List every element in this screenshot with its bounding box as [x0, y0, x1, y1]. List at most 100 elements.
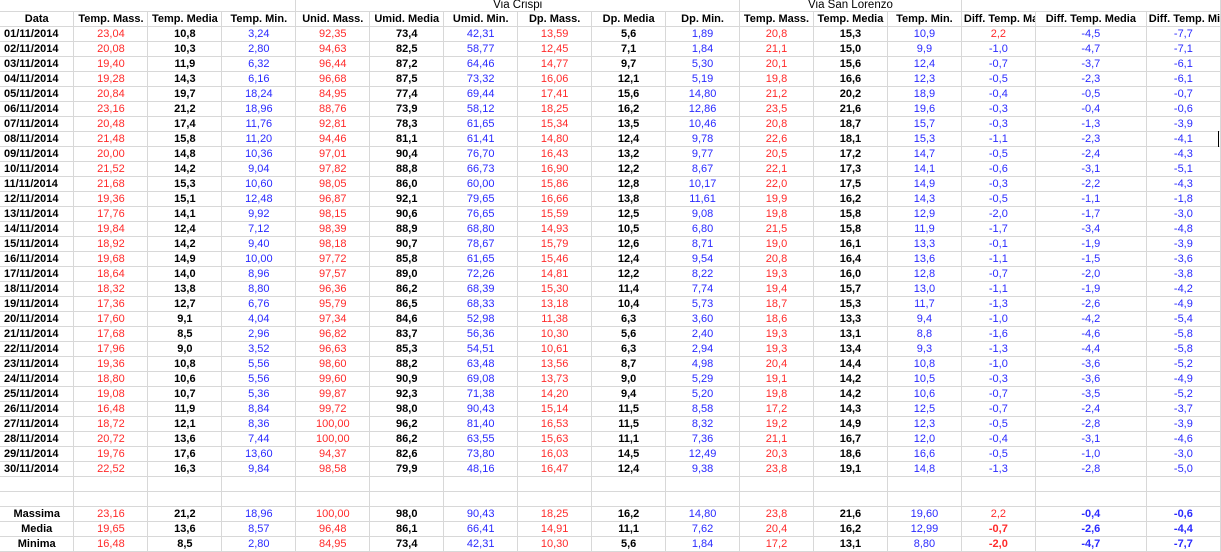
value-cell[interactable]: 14,3 [887, 191, 962, 207]
value-cell[interactable]: 3,24 [221, 26, 297, 42]
value-cell[interactable]: 94,63 [295, 41, 371, 57]
value-cell[interactable]: 15,46 [517, 251, 593, 267]
summary-value[interactable]: 73,4 [369, 536, 445, 552]
value-cell[interactable]: 98,39 [295, 221, 371, 237]
value-cell[interactable]: -1,1 [961, 281, 1036, 297]
value-cell[interactable]: -1,1 [961, 251, 1036, 267]
date-cell[interactable]: 25/11/2014 [0, 386, 75, 402]
summary-value[interactable]: 21,6 [813, 506, 888, 522]
value-cell[interactable]: -3,1 [1035, 431, 1147, 447]
value-cell[interactable]: -1,0 [961, 356, 1036, 372]
value-cell[interactable]: 17,41 [517, 86, 593, 102]
value-cell[interactable]: 10,5 [887, 371, 962, 387]
value-cell[interactable]: 19,1 [739, 371, 814, 387]
value-cell[interactable]: -0,6 [961, 161, 1036, 177]
value-cell[interactable]: 6,32 [221, 56, 297, 72]
summary-value[interactable]: -7,7 [1146, 536, 1221, 552]
value-cell[interactable]: 10,61 [517, 341, 593, 357]
value-cell[interactable]: 18,7 [739, 296, 814, 312]
value-cell[interactable]: 69,44 [443, 86, 519, 102]
value-cell[interactable]: 10,60 [221, 176, 297, 192]
value-cell[interactable]: 8,58 [665, 401, 741, 417]
value-cell[interactable]: 23,16 [73, 101, 149, 117]
value-cell[interactable]: 5,56 [221, 371, 297, 387]
value-cell[interactable]: 5,6 [591, 26, 667, 42]
header-temp-min[interactable]: Temp. Min. [221, 11, 297, 27]
value-cell[interactable]: -3,4 [1035, 221, 1147, 237]
value-cell[interactable]: -2,4 [1035, 401, 1147, 417]
value-cell[interactable]: 86,2 [369, 281, 445, 297]
value-cell[interactable]: 14,80 [665, 86, 741, 102]
value-cell[interactable]: -5,8 [1146, 341, 1221, 357]
value-cell[interactable]: 8,36 [221, 416, 297, 432]
value-cell[interactable]: 22,6 [739, 131, 814, 147]
value-cell[interactable]: 14,9 [147, 251, 223, 267]
value-cell[interactable]: 8,32 [665, 416, 741, 432]
value-cell[interactable]: 11,38 [517, 311, 593, 327]
value-cell[interactable]: -1,0 [961, 41, 1036, 57]
value-cell[interactable]: 9,08 [665, 206, 741, 222]
value-cell[interactable]: 96,63 [295, 341, 371, 357]
value-cell[interactable]: 15,8 [813, 206, 888, 222]
value-cell[interactable]: 19,40 [73, 56, 149, 72]
value-cell[interactable]: 12,1 [147, 416, 223, 432]
date-cell[interactable]: 04/11/2014 [0, 71, 75, 87]
value-cell[interactable]: 12,4 [887, 56, 962, 72]
value-cell[interactable]: 90,7 [369, 236, 445, 252]
value-cell[interactable]: 100,00 [295, 431, 371, 447]
value-cell[interactable]: 11,5 [591, 416, 667, 432]
value-cell[interactable]: -0,7 [961, 266, 1036, 282]
value-cell[interactable]: 15,3 [887, 131, 962, 147]
empty-cell[interactable] [443, 476, 519, 492]
date-cell[interactable]: 11/11/2014 [0, 176, 75, 192]
value-cell[interactable]: 9,54 [665, 251, 741, 267]
value-cell[interactable]: 73,9 [369, 101, 445, 117]
value-cell[interactable]: 72,26 [443, 266, 519, 282]
value-cell[interactable]: 90,9 [369, 371, 445, 387]
value-cell[interactable]: 81,1 [369, 131, 445, 147]
value-cell[interactable]: 8,7 [591, 356, 667, 372]
value-cell[interactable]: 20,00 [73, 146, 149, 162]
value-cell[interactable]: 22,52 [73, 461, 149, 477]
value-cell[interactable]: 12,8 [887, 266, 962, 282]
date-cell[interactable]: 30/11/2014 [0, 461, 75, 477]
value-cell[interactable]: -0,4 [1035, 101, 1147, 117]
value-cell[interactable]: 63,55 [443, 431, 519, 447]
value-cell[interactable]: -7,1 [1146, 41, 1221, 57]
value-cell[interactable]: -1,5 [1035, 251, 1147, 267]
value-cell[interactable]: 48,16 [443, 461, 519, 477]
value-cell[interactable]: 13,5 [591, 116, 667, 132]
empty-cell[interactable] [295, 491, 371, 507]
value-cell[interactable]: 11,20 [221, 131, 297, 147]
summary-value[interactable]: 42,31 [443, 536, 519, 552]
value-cell[interactable]: 15,3 [147, 176, 223, 192]
value-cell[interactable]: 16,1 [813, 236, 888, 252]
value-cell[interactable]: 7,12 [221, 221, 297, 237]
value-cell[interactable]: 5,6 [591, 326, 667, 342]
header-diff-temp-mass[interactable]: Diff. Temp. Mass. [961, 11, 1036, 27]
value-cell[interactable]: 88,2 [369, 356, 445, 372]
value-cell[interactable]: -2,2 [1035, 176, 1147, 192]
summary-value[interactable]: 90,43 [443, 506, 519, 522]
value-cell[interactable]: 19,4 [739, 281, 814, 297]
value-cell[interactable]: -2,6 [1035, 296, 1147, 312]
summary-value[interactable]: 10,30 [517, 536, 593, 552]
value-cell[interactable]: 21,5 [739, 221, 814, 237]
date-cell[interactable]: 15/11/2014 [0, 236, 75, 252]
summary-value[interactable]: -0,7 [961, 521, 1036, 537]
value-cell[interactable]: -0,5 [1035, 86, 1147, 102]
value-cell[interactable]: 92,3 [369, 386, 445, 402]
value-cell[interactable]: 15,6 [813, 56, 888, 72]
value-cell[interactable]: -2,8 [1035, 416, 1147, 432]
value-cell[interactable]: 9,04 [221, 161, 297, 177]
empty-cell[interactable] [1035, 491, 1147, 507]
value-cell[interactable]: 16,47 [517, 461, 593, 477]
value-cell[interactable]: 9,0 [591, 371, 667, 387]
value-cell[interactable]: 64,46 [443, 56, 519, 72]
value-cell[interactable]: 19,3 [739, 341, 814, 357]
value-cell[interactable]: -7,7 [1146, 26, 1221, 42]
value-cell[interactable]: 73,32 [443, 71, 519, 87]
value-cell[interactable]: 5,20 [665, 386, 741, 402]
value-cell[interactable]: 86,2 [369, 431, 445, 447]
value-cell[interactable]: 94,37 [295, 446, 371, 462]
